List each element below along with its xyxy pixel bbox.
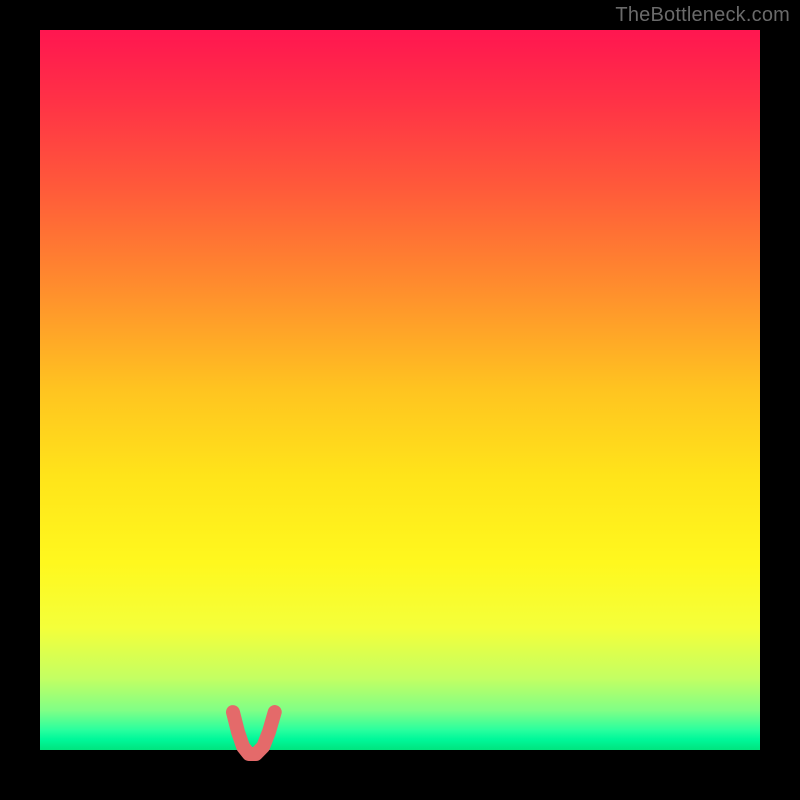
curve-layer <box>40 30 760 765</box>
curve-accent-bottom <box>233 712 275 754</box>
curve-right-branch <box>270 107 760 723</box>
curve-left-branch <box>98 30 236 723</box>
watermark-text: TheBottleneck.com <box>615 4 790 27</box>
plot-area <box>40 30 760 765</box>
